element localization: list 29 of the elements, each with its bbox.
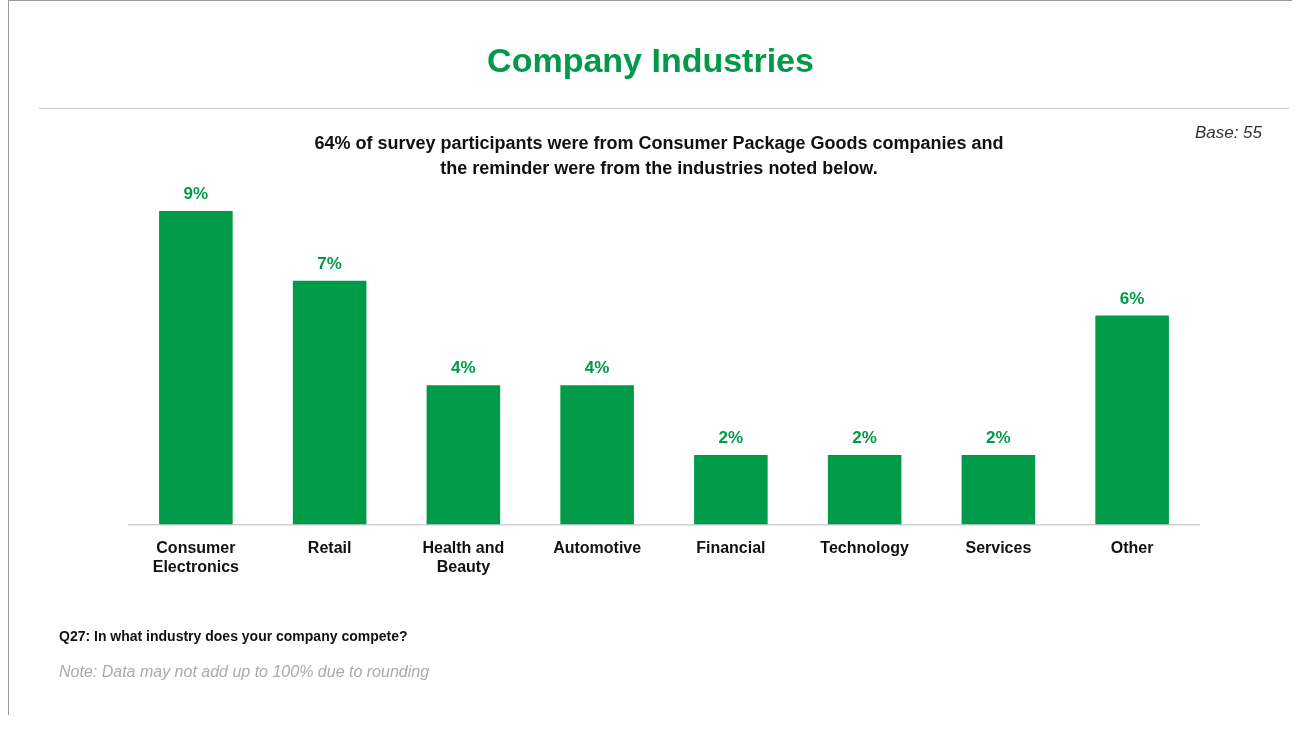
data-label: 2% — [852, 428, 877, 448]
x-tick-label: Consumer Electronics — [152, 538, 240, 575]
data-label: 9% — [183, 184, 209, 204]
text: Q27: In what industry does your company compete? — [59, 628, 408, 644]
bar — [159, 211, 233, 525]
bar — [426, 385, 501, 525]
bar — [1095, 315, 1169, 525]
bar — [827, 454, 902, 525]
x-tick-label: Financial — [696, 538, 766, 556]
text: Note: Data may not add up to 100% due to rounding — [59, 663, 430, 681]
x-tick-label: Technology — [820, 538, 910, 556]
x-tick-label: Services — [965, 538, 1032, 556]
bar — [961, 454, 1036, 525]
data-label: 4% — [451, 358, 476, 378]
data-label: 7% — [317, 253, 342, 273]
bar — [560, 385, 634, 525]
x-tick-label: Health and Beauty — [422, 538, 505, 575]
text: Base: 55 — [1194, 123, 1262, 143]
x-tick-label: Automotive — [553, 538, 642, 556]
x-tick-label: Other — [1110, 538, 1154, 556]
data-label: 2% — [718, 428, 744, 448]
data-label: 6% — [1119, 288, 1145, 308]
data-label: 2% — [986, 428, 1011, 448]
bar — [292, 280, 367, 525]
chart-subtitle: 64% of survey participants were from Consumer Package Goods companies and the reminder were from the industries noted below. — [313, 132, 1005, 180]
data-label: 4% — [584, 358, 610, 378]
chart-title: Company Industries — [486, 41, 815, 80]
x-tick-label: Retail — [307, 538, 352, 556]
bar — [694, 454, 768, 525]
